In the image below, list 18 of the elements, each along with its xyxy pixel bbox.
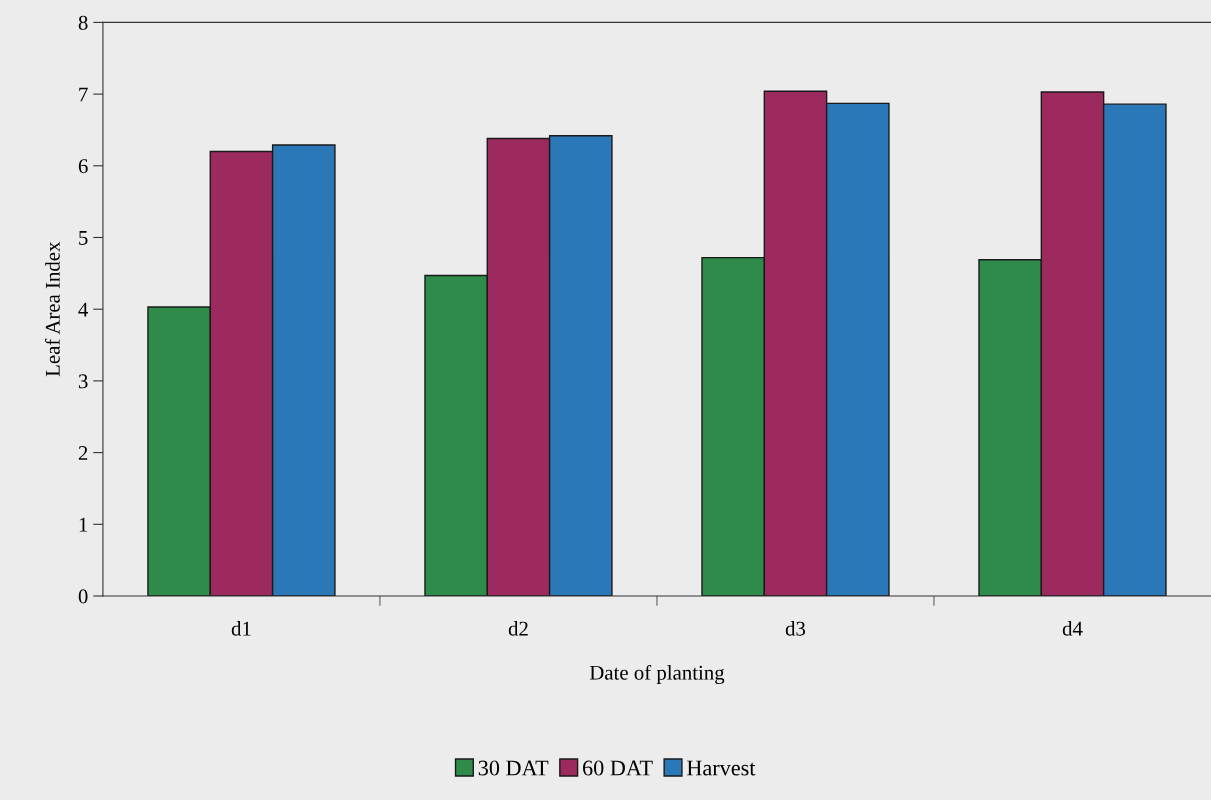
x-tick-label: d4 <box>1062 621 1083 636</box>
y-tick-label: 3 <box>78 374 88 389</box>
y-tick-label: 4 <box>78 302 89 317</box>
x-tick-label: d2 <box>508 621 528 636</box>
y-axis-title: Leaf Area Index <box>44 241 60 377</box>
y-tick-label: 6 <box>78 159 88 174</box>
y-tick-label: 8 <box>78 15 88 30</box>
y-tick-label: 7 <box>79 87 88 102</box>
y-tick-label: 1 <box>79 517 88 532</box>
x-axis-title: Date of planting <box>589 664 725 685</box>
y-tick-label: 5 <box>79 231 88 245</box>
y-tick-label: 2 <box>78 446 88 460</box>
legend-label: 60 DAT <box>583 760 653 776</box>
legend-label: 30 DAT <box>478 760 549 776</box>
y-tick-label: 0 <box>78 589 88 604</box>
x-tick-label: d3 <box>785 621 806 636</box>
x-tick-label: d1 <box>231 621 251 636</box>
legend-label: Harvest <box>687 760 756 776</box>
